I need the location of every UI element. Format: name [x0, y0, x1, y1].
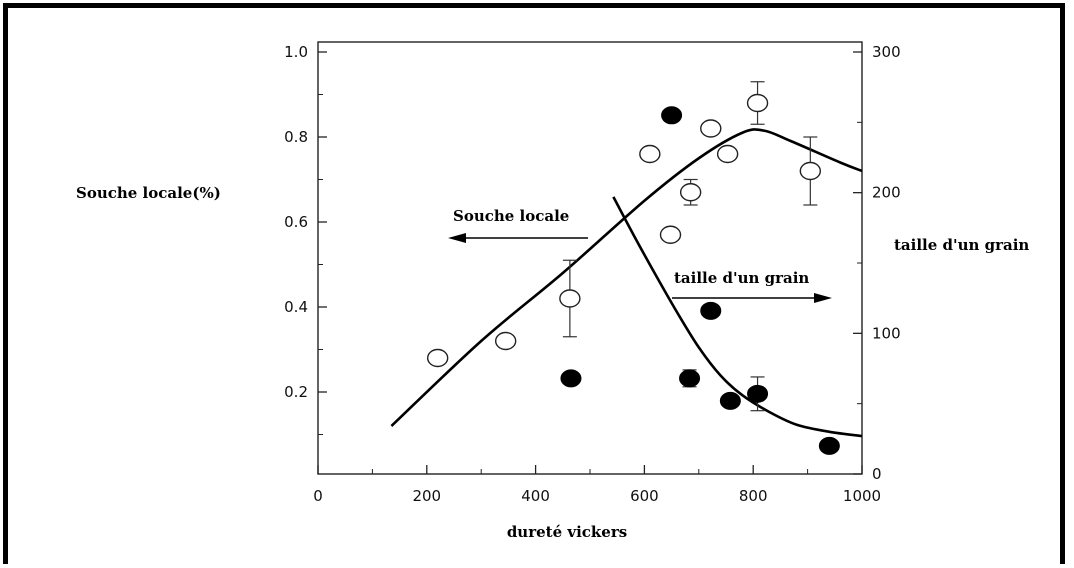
filled-circle-point [679, 369, 701, 388]
y-left-tick-label: 1.0 [284, 43, 308, 61]
y-right-tick-label: 200 [872, 184, 901, 202]
data-points [426, 81, 840, 455]
plot-border [317, 41, 863, 475]
filled-circle-point [719, 391, 741, 410]
grain-annotation: taille d'un grain [674, 269, 809, 287]
figure-frame [3, 3, 1065, 564]
labels: Souche locale taille d'un grain Souche loc… [76, 184, 1029, 541]
grain-arrow-head [814, 293, 832, 303]
open-circle-point [559, 289, 581, 308]
open-circle-point [716, 144, 739, 164]
filled-circle-point [818, 436, 840, 455]
y-left-axis-label: Souche locale(%) [76, 184, 221, 202]
y-left-tick-label: 0.8 [284, 128, 308, 146]
y-left-tick-label: 0.2 [284, 383, 308, 401]
y-right-tick-label: 300 [872, 43, 901, 61]
open-circle-point [679, 183, 702, 202]
x-tick-label: 1000 [843, 487, 881, 505]
open-circle-point [639, 144, 661, 164]
y-left-tick-label: 0.4 [284, 298, 308, 316]
open-circle-point [426, 348, 449, 368]
x-tick-label: 0 [313, 487, 323, 505]
open-circle-point [746, 93, 769, 113]
x-tick-label: 600 [630, 487, 659, 505]
filled-circle-point [747, 384, 769, 403]
open-circle-point [659, 225, 682, 244]
filled-circle-point [661, 106, 683, 125]
plot-area: 0 200 400 600 800 1000 0.2 0.4 0.6 0.8 1.0 0 100 200 3… [284, 41, 901, 505]
y-left-tick-label: 0.6 [284, 213, 308, 231]
open-circle-point [799, 161, 822, 181]
open-circle-point [494, 331, 517, 351]
y-right-axis-label: taille d'un grain [894, 236, 1029, 254]
x-axis-label: dureté vickers [507, 523, 627, 541]
x-tick-label: 400 [521, 487, 550, 505]
open-circle-point [700, 119, 722, 138]
x-tick-label: 800 [739, 487, 768, 505]
fit-curves [390, 128, 863, 438]
y-right-tick-label: 0 [872, 465, 882, 483]
y-right-tick-label: 100 [872, 324, 901, 342]
souche-fit-curve [390, 128, 863, 427]
souche-arrow-head [448, 233, 466, 243]
grain-fit-curve [612, 196, 863, 438]
souche-annotation: Souche locale [453, 207, 569, 225]
x-tick-label: 200 [412, 487, 441, 505]
filled-circle-point [700, 301, 722, 320]
filled-circle-point [560, 369, 582, 388]
